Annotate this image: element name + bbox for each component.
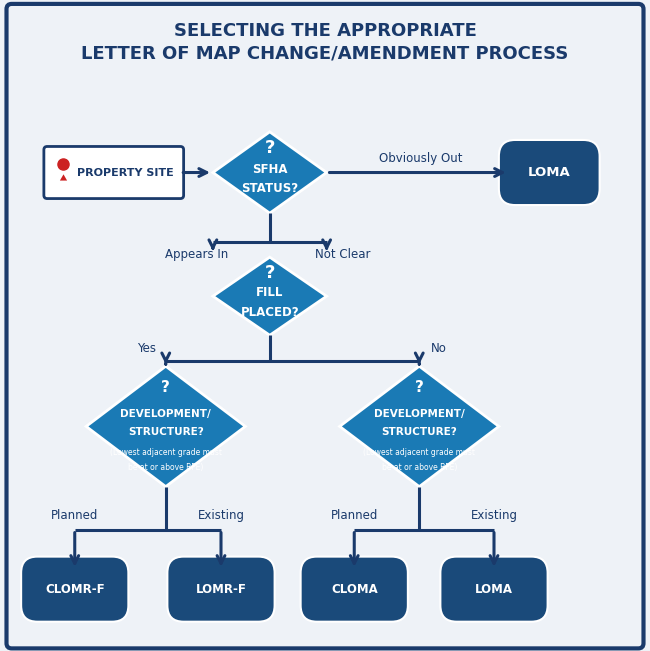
- Text: ?: ?: [265, 139, 275, 157]
- Text: STATUS?: STATUS?: [241, 182, 298, 195]
- Text: Existing: Existing: [198, 509, 244, 522]
- Text: LOMA: LOMA: [475, 583, 513, 596]
- FancyBboxPatch shape: [6, 4, 644, 648]
- Text: CLOMR-F: CLOMR-F: [45, 583, 105, 596]
- Text: (Lowest adjacent grade must: (Lowest adjacent grade must: [110, 449, 222, 458]
- Text: DEVELOPMENT/: DEVELOPMENT/: [374, 409, 465, 419]
- FancyBboxPatch shape: [44, 146, 183, 199]
- FancyBboxPatch shape: [300, 557, 408, 622]
- FancyBboxPatch shape: [499, 140, 599, 205]
- Text: ?: ?: [161, 380, 170, 395]
- FancyBboxPatch shape: [21, 557, 129, 622]
- Text: (Lowest adjacent grade must: (Lowest adjacent grade must: [363, 449, 475, 458]
- Text: LOMA: LOMA: [528, 166, 571, 179]
- Text: Not Clear: Not Clear: [315, 248, 370, 260]
- Text: No: No: [431, 342, 447, 355]
- Polygon shape: [213, 132, 326, 214]
- Text: STRUCTURE?: STRUCTURE?: [382, 428, 457, 437]
- Text: ?: ?: [415, 380, 424, 395]
- Text: be at or above BFE): be at or above BFE): [128, 463, 203, 472]
- FancyBboxPatch shape: [168, 557, 274, 622]
- Polygon shape: [213, 257, 326, 335]
- Text: be at or above BFE): be at or above BFE): [382, 463, 457, 472]
- Text: Yes: Yes: [136, 342, 156, 355]
- Text: LOMR-F: LOMR-F: [196, 583, 246, 596]
- Text: Planned: Planned: [51, 509, 98, 522]
- Text: Planned: Planned: [331, 509, 378, 522]
- Polygon shape: [339, 366, 499, 487]
- Text: PROPERTY SITE: PROPERTY SITE: [77, 167, 174, 178]
- Text: ?: ?: [265, 264, 275, 282]
- Text: Existing: Existing: [471, 509, 517, 522]
- Text: STRUCTURE?: STRUCTURE?: [128, 428, 203, 437]
- FancyBboxPatch shape: [441, 557, 547, 622]
- Text: PLACED?: PLACED?: [240, 306, 299, 319]
- Text: SFHA: SFHA: [252, 163, 287, 176]
- Text: CLOMA: CLOMA: [331, 583, 378, 596]
- Text: DEVELOPMENT/: DEVELOPMENT/: [120, 409, 211, 419]
- Text: SELECTING THE APPROPRIATE: SELECTING THE APPROPRIATE: [174, 21, 476, 40]
- Text: FILL: FILL: [256, 286, 283, 299]
- Text: Obviously Out: Obviously Out: [379, 152, 463, 165]
- Text: LETTER OF MAP CHANGE/AMENDMENT PROCESS: LETTER OF MAP CHANGE/AMENDMENT PROCESS: [81, 44, 569, 62]
- Text: Appears In: Appears In: [165, 248, 228, 260]
- Polygon shape: [86, 366, 246, 487]
